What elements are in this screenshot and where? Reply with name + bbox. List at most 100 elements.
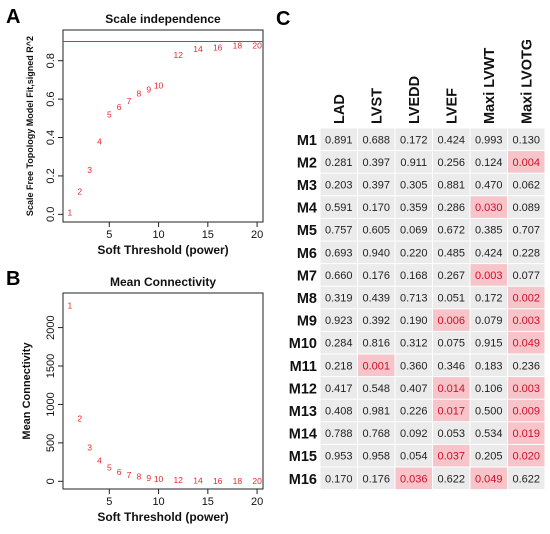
significant-cell xyxy=(470,196,507,218)
table-cell xyxy=(433,218,470,241)
table-cell xyxy=(320,151,357,173)
cell-value: 0.672 xyxy=(437,225,465,237)
cell-value: 0.267 xyxy=(437,270,465,282)
significant-cell xyxy=(470,264,507,286)
row-header: M13 xyxy=(289,404,317,420)
cell-value: 0.183 xyxy=(475,360,503,372)
cell-value: 0.485 xyxy=(437,247,465,259)
table-cell xyxy=(358,331,395,354)
table-cell xyxy=(395,264,432,286)
table-cell xyxy=(320,331,357,354)
y-tick-label: 0.6 xyxy=(45,91,57,106)
cell-value: 0.190 xyxy=(400,315,428,327)
cell-value: 0.660 xyxy=(325,270,353,282)
cell-value: 0.124 xyxy=(475,157,503,169)
cell-value: 0.319 xyxy=(325,293,353,305)
table-cell xyxy=(470,286,507,309)
table-cell xyxy=(395,399,432,422)
x-tick-label: 10 xyxy=(152,229,164,241)
table-cell xyxy=(320,377,357,399)
cell-value: 0.891 xyxy=(325,134,353,146)
table-cell xyxy=(433,241,470,264)
cell-value: 0.003 xyxy=(475,270,503,282)
table-cell xyxy=(320,399,357,422)
table-cell xyxy=(433,286,470,309)
significant-cell xyxy=(433,309,470,331)
table-cell xyxy=(358,467,395,490)
cell-value: 0.622 xyxy=(437,473,465,485)
table-cell xyxy=(508,128,545,151)
table-cell xyxy=(470,444,507,467)
cell-value: 0.170 xyxy=(362,202,390,214)
table-cell xyxy=(395,331,432,354)
table-cell xyxy=(433,128,470,151)
data-point-label: 9 xyxy=(146,473,151,483)
significant-cell xyxy=(508,309,545,331)
table-cell xyxy=(395,173,432,196)
cell-value: 0.534 xyxy=(475,428,503,440)
data-point-label: 5 xyxy=(107,109,112,119)
data-point-label: 14 xyxy=(193,44,203,54)
table-cell xyxy=(320,196,357,218)
table-cell xyxy=(395,128,432,151)
table-cell xyxy=(320,467,357,490)
chart-title: Scale independence xyxy=(105,12,221,26)
table-cell xyxy=(358,128,395,151)
cell-value: 0.923 xyxy=(325,315,353,327)
table-cell xyxy=(358,218,395,241)
cell-value: 0.054 xyxy=(400,451,428,463)
cell-value: 0.881 xyxy=(437,180,465,192)
x-tick-label: 5 xyxy=(106,496,112,508)
cell-value: 0.092 xyxy=(400,428,428,440)
table-cell xyxy=(358,196,395,218)
table-cell xyxy=(395,286,432,309)
cell-value: 0.220 xyxy=(400,247,428,259)
table-cell xyxy=(395,309,432,331)
cell-value: 0.392 xyxy=(362,315,390,327)
cell-value: 0.360 xyxy=(400,360,428,372)
cell-value: 0.006 xyxy=(437,315,465,327)
cell-value: 0.172 xyxy=(400,134,428,146)
row-header: M10 xyxy=(289,336,317,352)
table-cell xyxy=(470,354,507,377)
cell-value: 0.439 xyxy=(362,293,390,305)
table-cell xyxy=(358,399,395,422)
table-cell xyxy=(395,377,432,399)
row-header: M5 xyxy=(297,223,317,239)
cell-value: 0.009 xyxy=(512,406,540,418)
table-cell xyxy=(320,309,357,331)
cell-value: 0.953 xyxy=(325,451,353,463)
table-cell xyxy=(358,241,395,264)
data-point-label: 18 xyxy=(233,476,243,486)
plot-frame xyxy=(62,29,264,223)
significant-cell xyxy=(358,354,395,377)
cell-value: 0.312 xyxy=(400,338,428,350)
table-cell xyxy=(395,218,432,241)
table-cell xyxy=(433,467,470,490)
cell-value: 0.915 xyxy=(475,338,503,350)
table-cell xyxy=(320,218,357,241)
table-cell xyxy=(470,151,507,173)
y-tick-label: 0.0 xyxy=(45,207,57,222)
cell-value: 0.130 xyxy=(512,134,540,146)
cell-value: 0.001 xyxy=(362,360,390,372)
cell-value: 0.424 xyxy=(475,247,503,259)
row-header: M15 xyxy=(289,449,317,465)
significant-cell xyxy=(508,286,545,309)
cell-value: 0.981 xyxy=(362,406,390,418)
data-point-label: 5 xyxy=(107,462,112,472)
significant-cell xyxy=(470,467,507,490)
cell-value: 0.286 xyxy=(437,202,465,214)
table-cell xyxy=(470,377,507,399)
column-header: Maxi LVWT xyxy=(482,48,498,124)
data-point-label: 10 xyxy=(154,474,164,484)
data-point-label: 1 xyxy=(68,207,73,217)
cell-value: 0.768 xyxy=(362,428,390,440)
cell-value: 0.176 xyxy=(362,270,390,282)
column-header: LVEDD xyxy=(407,76,423,124)
cell-value: 0.346 xyxy=(437,360,465,372)
cell-value: 0.281 xyxy=(325,157,353,169)
cell-value: 0.940 xyxy=(362,247,390,259)
y-tick-label: 0.2 xyxy=(45,168,57,183)
